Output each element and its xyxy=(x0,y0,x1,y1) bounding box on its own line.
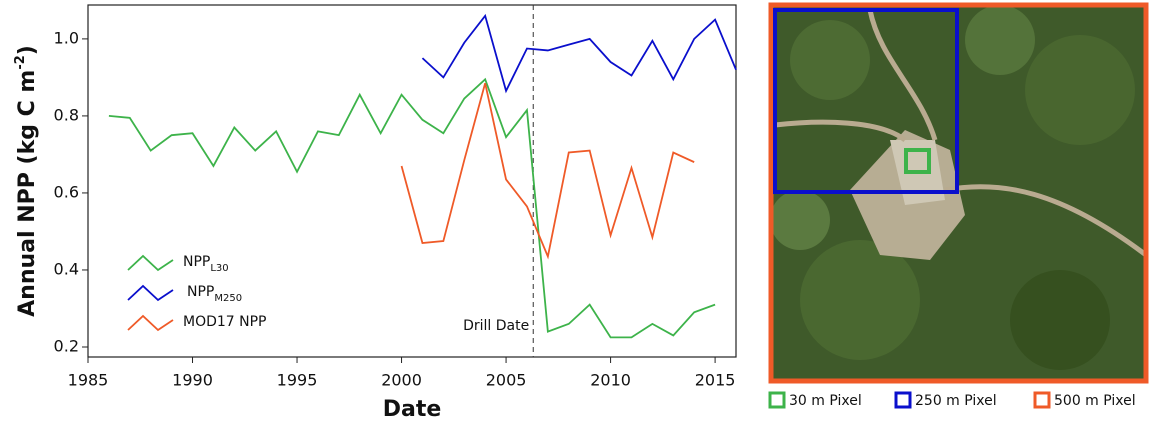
y-axis-title-main: Annual NPP (kg C m xyxy=(15,70,40,317)
legend-label: NPPM250 xyxy=(187,284,242,304)
y-tick-label: 0.8 xyxy=(54,105,79,124)
y-axis-title-end: ) xyxy=(15,45,40,55)
pixel-30m xyxy=(904,148,931,174)
x-tick-label: 1995 xyxy=(277,371,318,390)
drill-label: Drill Date xyxy=(463,318,529,334)
image-legend-swatch xyxy=(768,391,786,409)
legend-name: NPP xyxy=(183,254,210,270)
pixel-250m xyxy=(773,8,959,194)
x-tick-label: 2015 xyxy=(695,371,736,390)
y-tick-label: 0.4 xyxy=(54,259,79,278)
legend-subscript: M250 xyxy=(214,293,242,304)
series-line xyxy=(108,77,716,339)
legend-swatch xyxy=(127,314,174,332)
legend-subscript: L30 xyxy=(210,263,228,274)
x-tick-label: 2000 xyxy=(381,371,422,390)
series-line xyxy=(421,13,737,94)
y-tick-label: 0.2 xyxy=(54,336,79,355)
image-legend-label: 250 m Pixel xyxy=(915,393,997,409)
plot-frame xyxy=(87,4,737,358)
x-tick-label: 1990 xyxy=(172,371,213,390)
series-line xyxy=(400,82,695,260)
legend-label: NPPL30 xyxy=(183,254,229,274)
image-legend-swatch xyxy=(1033,391,1051,409)
x-axis-title: Date xyxy=(383,397,442,422)
image-legend-swatch xyxy=(894,391,912,409)
y-tick-label: 0.6 xyxy=(54,182,79,201)
x-tick-label: 2010 xyxy=(590,371,631,390)
y-tick-label: 1.0 xyxy=(54,28,79,47)
x-tick-label: 2005 xyxy=(486,371,527,390)
legend-swatch xyxy=(127,284,174,302)
image-legend-label: 30 m Pixel xyxy=(789,393,862,409)
x-tick-label: 1985 xyxy=(68,371,109,390)
image-legend-label: 500 m Pixel xyxy=(1054,393,1136,409)
legend-swatch xyxy=(127,254,174,272)
image-frame xyxy=(768,2,1149,384)
legend-label: MOD17 NPP xyxy=(183,314,267,330)
legend-name: NPP xyxy=(187,284,214,300)
legend-name: MOD17 NPP xyxy=(183,314,267,330)
y-axis-title: Annual NPP (kg C m-2) xyxy=(13,45,41,317)
y-axis-title-sup: -2 xyxy=(13,55,28,69)
